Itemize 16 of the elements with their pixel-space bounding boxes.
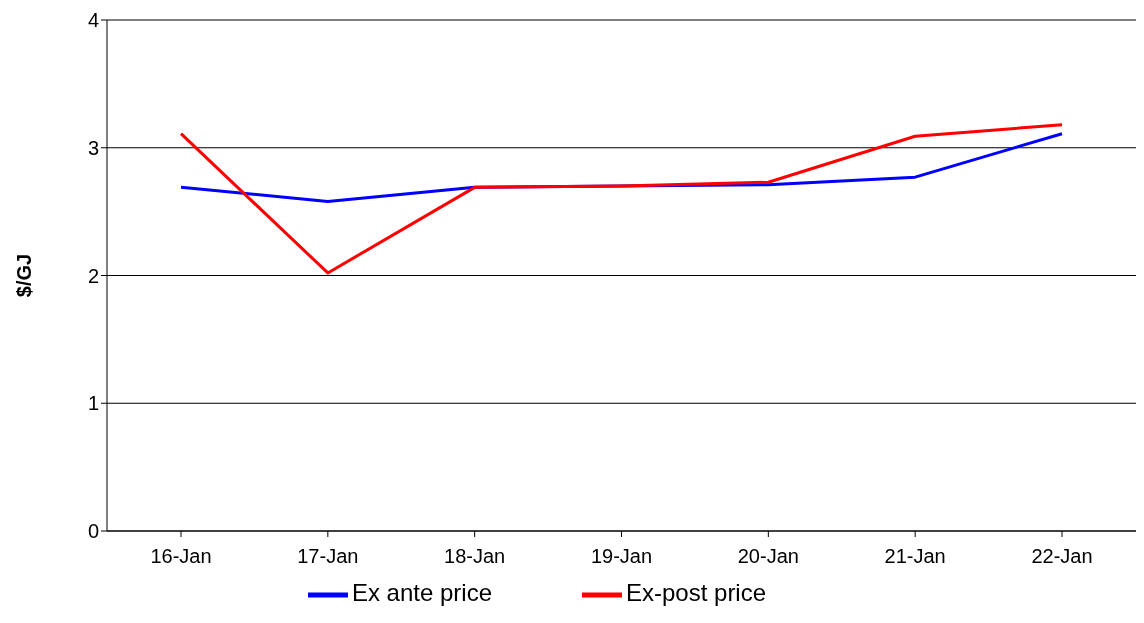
y-tick-label: 3: [87, 136, 99, 159]
x-tick-label: 17-Jan: [297, 545, 359, 568]
x-tick-label: 16-Jan: [150, 545, 212, 568]
x-tick-label: 21-Jan: [884, 545, 946, 568]
y-tick-label: 1: [87, 392, 99, 415]
x-tick-label: 18-Jan: [444, 545, 506, 568]
y-tick-label: 4: [87, 9, 99, 32]
legend-label: Ex ante price: [351, 579, 492, 607]
x-tick-label: 19-Jan: [590, 545, 653, 568]
x-tick-label: 22-Jan: [1031, 545, 1093, 568]
y-tick-label: 0: [87, 520, 99, 543]
line-series: [179, 123, 1064, 275]
x-tick-label: 20-Jan: [737, 545, 799, 568]
y-tick-label: 2: [87, 264, 99, 287]
legend-label: Ex-post price: [626, 579, 767, 607]
y-axis-title: $/GJ: [13, 253, 36, 298]
